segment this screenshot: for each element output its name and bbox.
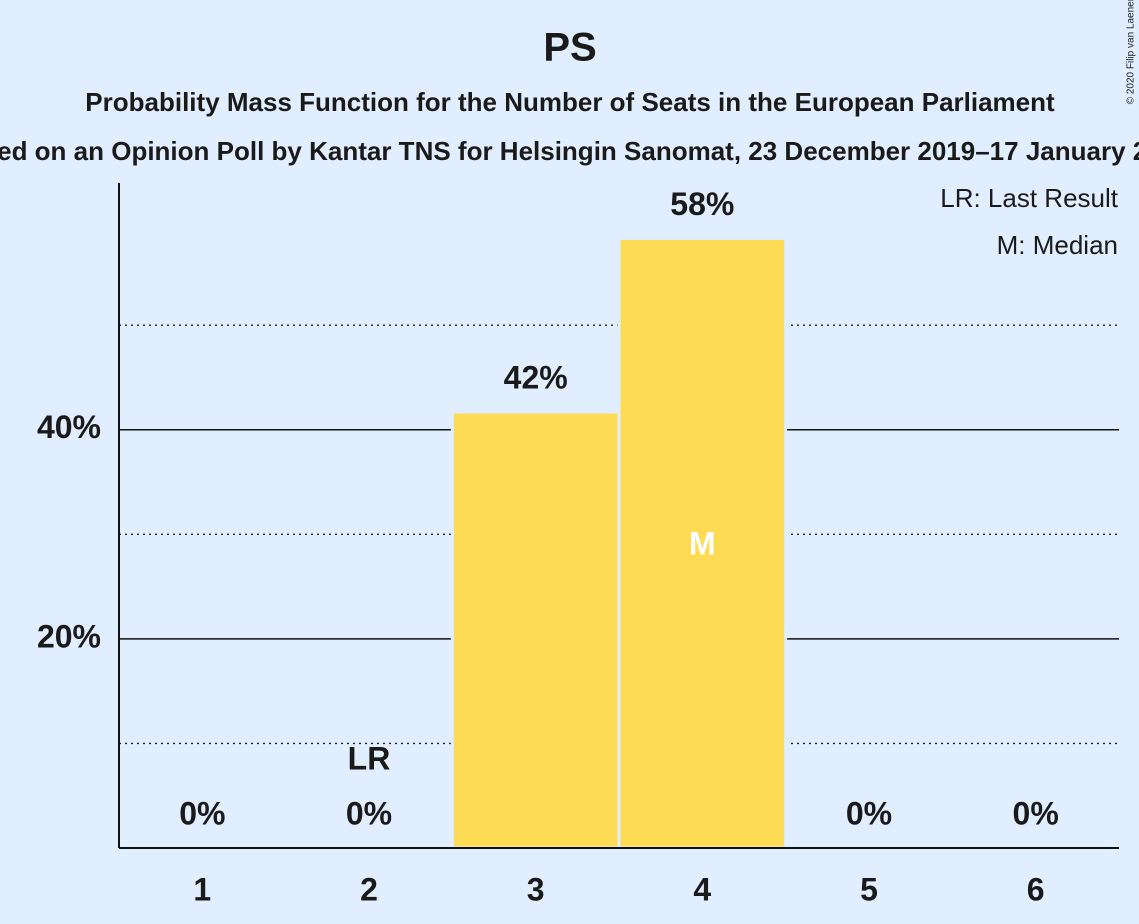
bar bbox=[450, 410, 621, 850]
last-result-marker: LR bbox=[348, 740, 391, 776]
x-tick-label: 2 bbox=[360, 871, 378, 907]
subtitle: Based on an Opinion Poll by Kantar TNS f… bbox=[0, 136, 1139, 166]
value-label: 0% bbox=[346, 795, 392, 831]
x-tick-label: 5 bbox=[860, 871, 878, 907]
x-tick-label: 3 bbox=[527, 871, 545, 907]
y-tick-label: 20% bbox=[37, 618, 101, 654]
subtitle: Probability Mass Function for the Number… bbox=[85, 87, 1055, 117]
value-label: 42% bbox=[504, 359, 568, 395]
value-label: 58% bbox=[670, 186, 734, 222]
x-tick-label: 1 bbox=[193, 871, 211, 907]
legend-entry: M: Median bbox=[997, 230, 1118, 260]
legend-entry: LR: Last Result bbox=[940, 183, 1119, 213]
bar bbox=[617, 236, 788, 850]
value-label: 0% bbox=[846, 795, 892, 831]
chart-title: PS bbox=[543, 26, 596, 70]
x-tick-label: 4 bbox=[693, 871, 711, 907]
copyright: © 2020 Filip van Laenen bbox=[1126, 0, 1137, 104]
value-label: 0% bbox=[1013, 795, 1059, 831]
x-tick-label: 6 bbox=[1027, 871, 1045, 907]
value-label: 0% bbox=[179, 795, 225, 831]
y-tick-label: 40% bbox=[37, 409, 101, 445]
median-marker: M bbox=[689, 526, 716, 562]
